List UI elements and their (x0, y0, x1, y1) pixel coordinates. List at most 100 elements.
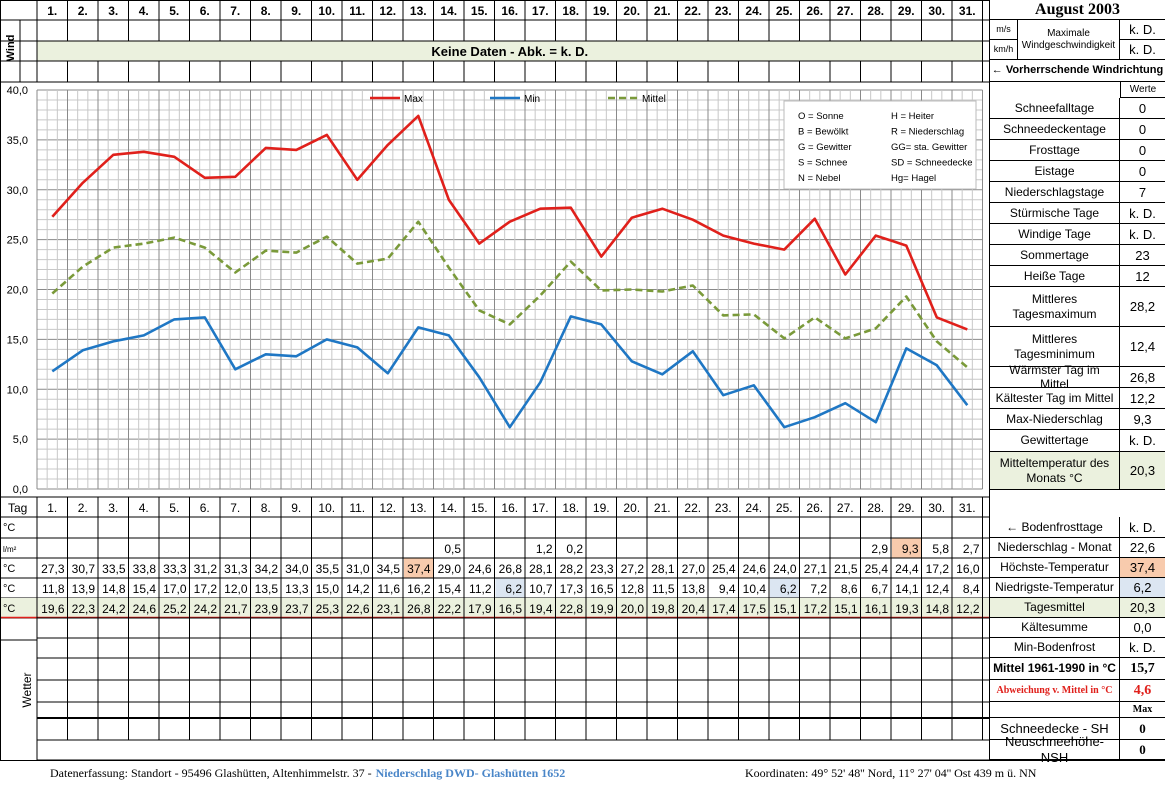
table-day-header: 10. (318, 501, 335, 515)
day-header: 5. (169, 4, 179, 18)
table-cell: 16,5 (499, 602, 523, 616)
table-cell: 13,3 (285, 582, 309, 596)
day-header: 2. (78, 4, 88, 18)
legend-label-min: Min (524, 94, 540, 105)
y-tick-label: 5,0 (13, 434, 28, 446)
y-tick-label: 10,0 (7, 384, 28, 396)
table-cell: 27,3 (41, 562, 65, 576)
table-cell: 22,6 (346, 602, 370, 616)
table-day-header: 31. (959, 501, 976, 515)
stat-value: 0 (1120, 140, 1165, 161)
stat-value: 0 (1120, 161, 1165, 182)
table-cell: 19,4 (529, 602, 553, 616)
table-cell: 37,4 (407, 562, 431, 576)
table-cell: 2,9 (871, 542, 888, 556)
table-cell: 14,1 (895, 582, 919, 596)
table-cell: 14,2 (346, 582, 370, 596)
lower-stat-value: k. D. (1120, 638, 1165, 658)
snow-stat-value: 0 (1120, 718, 1165, 740)
stat-value: 23 (1120, 245, 1165, 266)
table-day-header: 12. (379, 501, 396, 515)
table-cell: 16,1 (865, 602, 889, 616)
table-cell: 33,5 (102, 562, 126, 576)
day-header: 27. (837, 4, 854, 18)
weather-code: N = Nebel (798, 173, 841, 184)
table-cell: 14,8 (926, 602, 950, 616)
table-cell: 24,6 (133, 602, 157, 616)
table-day-header: 26. (806, 501, 823, 515)
table-row-label: Niederschlag - Monat (990, 538, 1120, 558)
table-cell: 12,0 (224, 582, 248, 596)
weather-codes-box (783, 100, 977, 190)
stat-value: 12,2 (1120, 388, 1165, 409)
table-day-header: 7. (230, 501, 240, 515)
lower-stat-label (990, 702, 1120, 718)
table-cell: 22,2 (438, 602, 462, 616)
table-cell: 24,0 (773, 562, 797, 576)
table-cell: 28,1 (529, 562, 553, 576)
day-header: 22. (684, 4, 701, 18)
stat-value: k. D. (1120, 430, 1165, 452)
lower-stat-label: Mittel 1961-1990 in °C (990, 658, 1120, 680)
stat-label: Schneedeckentage (990, 119, 1120, 140)
day-header: 31. (959, 4, 976, 18)
footer-precip-source: Niederschlag DWD- Glashütten 1652 (375, 765, 566, 780)
table-cell: 11,2 (469, 582, 492, 596)
stat-label: Stürmische Tage (990, 203, 1120, 224)
footer: Datenerfassung: Standort - 95496 Glashüt… (0, 760, 1165, 785)
table-cell: 23,3 (590, 562, 614, 576)
y-tick-label: 15,0 (7, 334, 28, 346)
snow-stat-value: 0 (1120, 740, 1165, 760)
snow-stat-label: Schneedecke - SH (990, 718, 1120, 740)
table-day-header: 20. (623, 501, 640, 515)
max-wind-ms-value: k. D. (1120, 20, 1165, 40)
table-row-total: k. D. (1120, 517, 1165, 538)
stat-label: Mittleres Tagesminimum (990, 327, 1120, 367)
footer-coordinates: Koordinaten: 49° 52' 48'' Nord, 11° 27' … (745, 765, 1037, 780)
day-header: 13. (410, 4, 427, 18)
month-title: August 2003 (990, 0, 1165, 20)
table-day-header: 8. (261, 501, 271, 515)
stat-label: Mittleres Tagesmaximum (990, 287, 1120, 327)
table-row-total: 6,2 (1120, 578, 1165, 598)
table-day-header: 11. (349, 501, 365, 515)
day-header: 17. (532, 4, 549, 18)
weather-code: R = Niederschlag (891, 127, 964, 138)
table-day-header: 6. (200, 501, 210, 515)
table-cell: 10,4 (743, 582, 767, 596)
table-row-total: 20,3 (1120, 598, 1165, 618)
day-header: 7. (230, 4, 240, 18)
highlight-min-temp (770, 578, 799, 598)
table-cell: 34,0 (285, 562, 309, 576)
stat-label: Mitteltemperatur des Monats °C (990, 452, 1120, 490)
table-cell: 31,2 (194, 562, 218, 576)
table-day-header: 17. (532, 501, 549, 515)
table-cell: 24,6 (468, 562, 492, 576)
legend-label-max: Max (404, 94, 423, 105)
table-cell: 9,3 (902, 542, 919, 556)
wind-unit-kmh: km/h (990, 40, 1018, 60)
day-header: 21. (654, 4, 671, 18)
table-cell: 6,2 (505, 582, 522, 596)
max-wind-label: Maximale Windgeschwindigkeit (1018, 20, 1120, 60)
weather-code: B = Bewölkt (798, 127, 849, 138)
stats-header: Werte (1120, 82, 1165, 98)
table-cell: 20,4 (682, 602, 706, 616)
table-cell: 15,1 (773, 602, 797, 616)
stat-value: 0 (1120, 119, 1165, 140)
wind-unit-ms: m/s (990, 20, 1018, 40)
table-cell: 30,7 (72, 562, 96, 576)
table-cell: 23,7 (285, 602, 309, 616)
table-day-header: 19. (593, 501, 610, 515)
stat-label: Max-Niederschlag (990, 409, 1120, 430)
table-cell: 34,2 (255, 562, 279, 576)
table-cell: 19,3 (895, 602, 919, 616)
table-cell: 28,1 (651, 562, 675, 576)
day-header: 8. (261, 4, 271, 18)
stat-value: 26,8 (1120, 367, 1165, 388)
table-cell: 24,2 (194, 602, 218, 616)
table-cell: 9,4 (719, 582, 736, 596)
stat-value: 28,2 (1120, 287, 1165, 327)
day-header: 14. (440, 4, 457, 18)
stat-value: k. D. (1120, 203, 1165, 224)
